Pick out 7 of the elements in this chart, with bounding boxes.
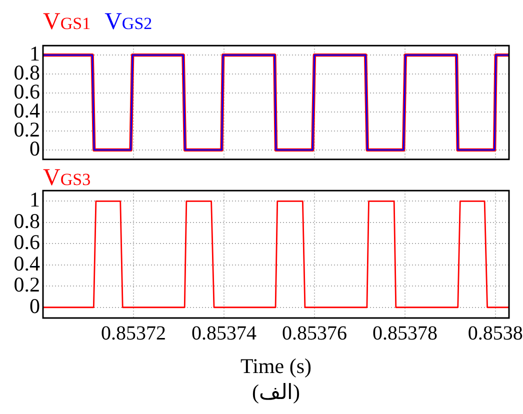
x-tick-label: 0.85378 xyxy=(372,322,438,344)
x-tick-label: 0.8538 xyxy=(468,322,523,344)
x-tick-label: 0.85374 xyxy=(191,322,256,344)
text: (الف) xyxy=(251,380,301,405)
x-tick-label: 0.85372 xyxy=(100,322,166,344)
x-tick-label: 0.85376 xyxy=(282,322,347,344)
x-axis-title: Time (s) xyxy=(240,354,312,379)
